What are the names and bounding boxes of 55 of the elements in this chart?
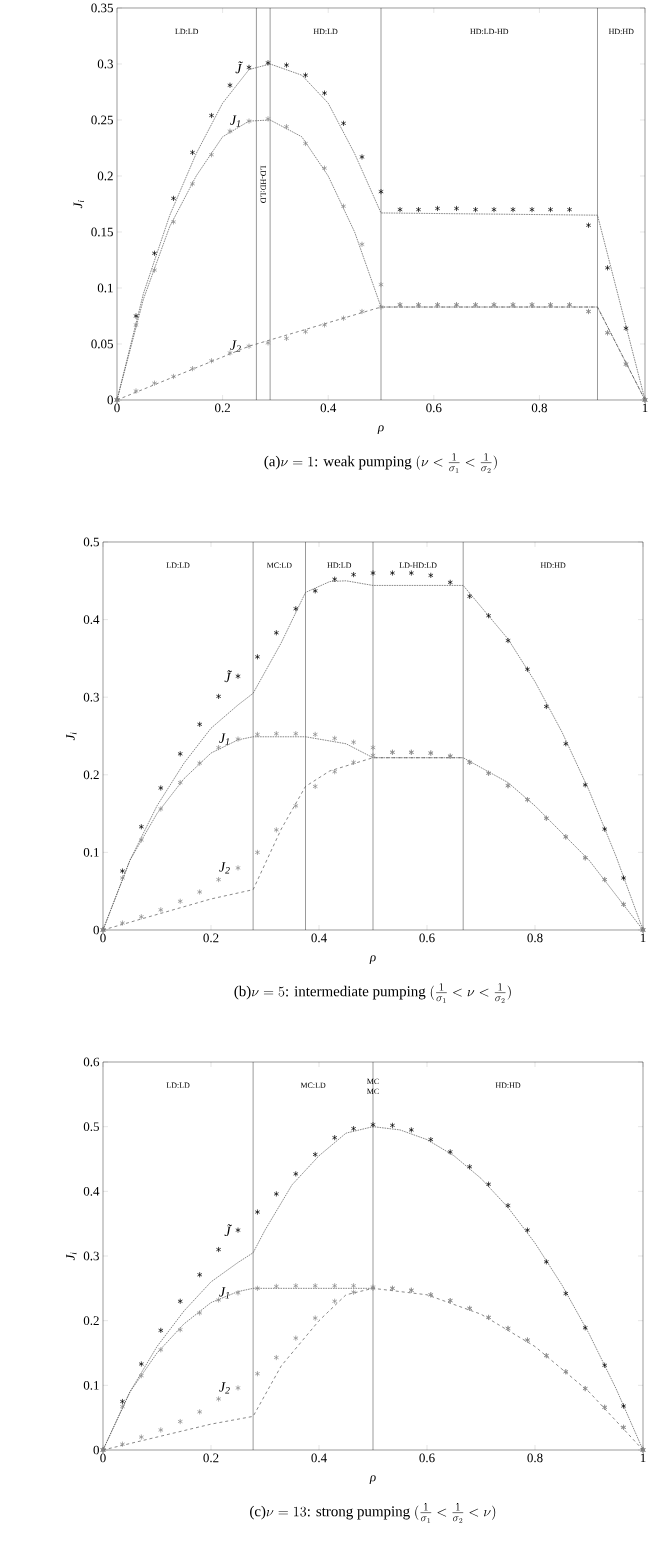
y-tick-label: 0.15 [91,227,113,237]
y-axis-title: J$_{i}$ [73,200,84,209]
y-tick-label: 0.4 [83,615,100,624]
y-tick-label: 0.5 [83,1122,99,1132]
y-axis-title: J$_{i}$ [66,732,77,741]
x-tick-label: 0.6 [426,403,442,413]
y-tick-label: 0.2 [83,1316,99,1326]
y-tick-label: 0 [93,1445,99,1455]
x-tick-label: 0.2 [203,1453,219,1463]
text: $\text{(c)}\nu = 13\text{: strong pumping }(\frac{1}{\sigma_1} < \frac{1}{\sigma_2} < \nu)$ [250,1503,496,1523]
y-tick-label: 0.4 [83,1186,100,1196]
y-tick-label: 0.2 [83,770,99,780]
series-label: J$_{1}$ [219,733,229,745]
x-tick-label: 0.4 [320,403,337,413]
x-tick-label: 0.8 [527,933,543,943]
series-label: J$_{2}$ [219,862,230,874]
x-tick-label: 0.8 [527,1453,543,1463]
series-label: J$_{1}$ [230,115,240,127]
x-tick-label: 0.4 [311,933,327,943]
x-axis-title: ρ [377,425,384,434]
y-axis-title: J$_{i}$ [66,1252,77,1261]
y-tick-label: 0.1 [83,1380,99,1390]
x-tick-label: 0 [114,403,120,413]
series-label: J̃ [235,61,244,74]
x-tick-label: 0.8 [531,403,548,413]
x-tick-label: 1 [642,403,648,413]
series-label: J̃ [224,670,233,683]
y-tick-label: 0.5 [83,537,99,547]
y-tick-label: 0.3 [97,59,113,69]
text: $\text{(b)}\nu = 5\text{: intermediate pumping }(\frac{1}{\sigma_1} < \nu < \frac{1}{\sigma_2})$ [234,983,511,1003]
x-tick-label: 0.6 [419,933,435,943]
x-axis-title: ρ [369,955,376,964]
y-tick-label: 0 [93,925,99,935]
series-label: J$_{1}$ [219,1287,229,1299]
series-label: J$_{2}$ [230,340,241,352]
series-label: J̃ [224,1224,233,1237]
x-tick-label: 0.6 [419,1453,435,1463]
y-tick-label: 0.2 [97,171,113,181]
x-tick-label: 0.2 [215,403,230,413]
y-tick-label: 0 [107,395,113,405]
y-tick-label: 0.25 [91,115,113,125]
x-tick-label: 0.2 [203,933,219,943]
y-tick-label: 0.6 [83,1057,100,1067]
x-axis-title: ρ [369,1475,376,1484]
series-label: J$_{2}$ [219,1382,230,1394]
x-tick-label: 0.4 [311,1453,327,1463]
x-tick-label: 1 [640,933,646,943]
y-tick-label: 0.35 [91,3,113,13]
text: $\text{(a)}\nu = 1\text{: weak pumping }(\nu < \frac{1}{\sigma_1} < \frac{1}{\sigma_2})$ [264,453,497,473]
y-tick-label: 0.3 [83,692,99,702]
x-tick-label: 1 [640,1453,646,1463]
y-tick-label: 0.3 [83,1251,99,1261]
y-tick-label: 0.1 [97,283,113,293]
y-tick-label: 0.1 [83,848,99,857]
y-tick-label: 0.05 [91,339,113,349]
